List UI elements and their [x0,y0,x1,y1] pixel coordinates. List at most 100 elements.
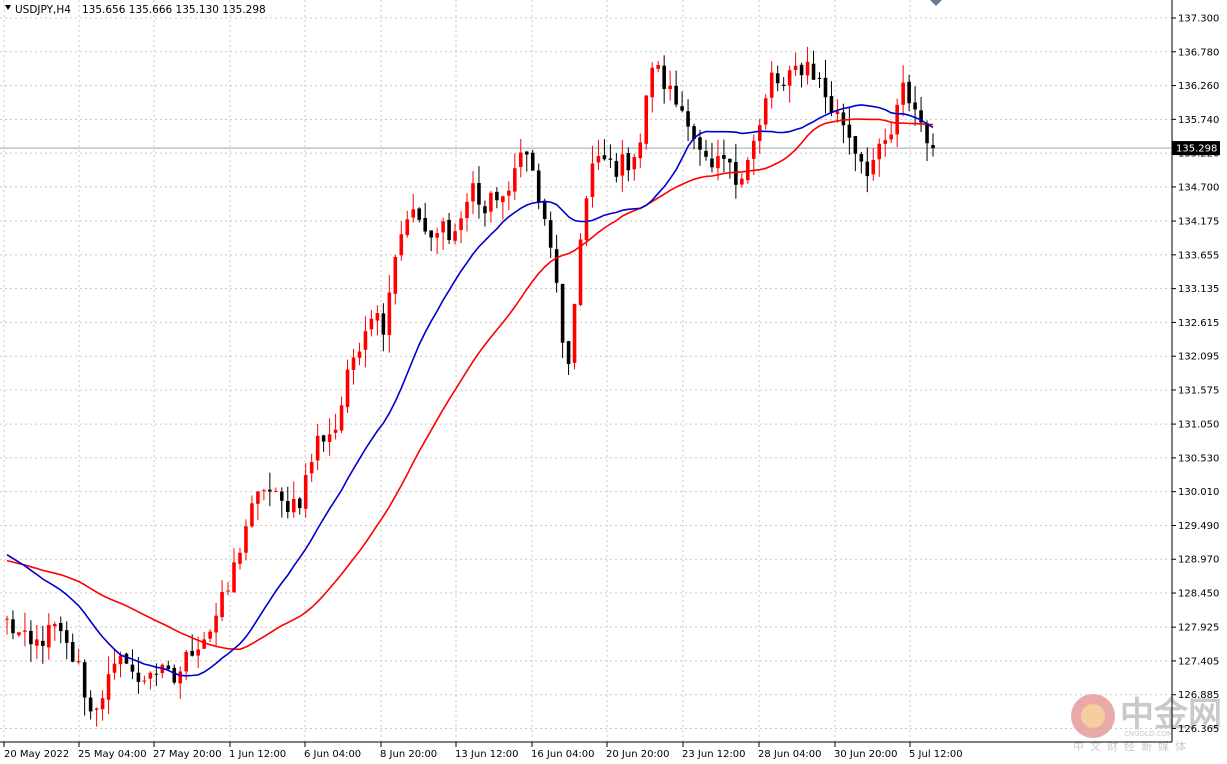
candle-body [393,256,398,294]
candle [901,65,905,117]
candle [285,486,290,519]
candle [435,227,439,254]
candle-body [507,190,511,196]
candle [381,303,386,352]
candle [76,648,81,665]
candle [817,72,822,89]
price-tick-label: 130.530 [1178,453,1219,464]
candle-body [602,155,607,160]
candle [680,91,684,113]
candle [674,70,678,108]
watermark-domain: CNGOLD.COM [1124,730,1173,738]
candle-body [142,680,147,682]
watermark-tagline: 中文财经新媒体 [1073,739,1192,753]
candle [740,173,744,188]
candle-body [590,163,595,197]
candle-body [274,490,278,492]
candle [602,139,607,161]
time-tick-label: 6 Jun 04:00 [304,749,361,760]
candle [29,620,33,662]
candle [799,62,804,88]
candle [357,342,362,366]
candle [280,487,284,518]
candle-body [387,292,392,336]
candle [513,153,517,200]
candle-body [787,70,792,86]
candle-body [698,137,702,150]
candle [118,651,123,678]
candle [106,656,111,715]
candle-body [817,77,822,79]
candle [375,305,380,336]
candle-body [5,618,9,620]
candle [405,210,410,238]
symbol-dropdown-icon[interactable] [5,5,11,10]
candle-body [847,124,852,138]
candle-body [441,221,445,233]
candle-body [692,126,696,139]
time-tick-label: 20 May 2022 [4,749,69,760]
time-tick-label: 28 Jun 04:00 [758,749,822,760]
time-tick-label: 1 Jun 12:00 [229,749,286,760]
candle-body [925,123,929,144]
candle [554,234,559,293]
candle-body [405,219,410,236]
candle-body [931,144,935,149]
candle [262,488,266,501]
chart-shift-marker-icon[interactable] [930,0,942,6]
candle [751,134,756,176]
candle-body [226,590,230,592]
candle-body [297,498,302,509]
candle-body [303,474,308,509]
candle-body [799,64,804,76]
price-tick-label: 127.405 [1178,656,1219,667]
candle [626,147,631,182]
candle-body [262,490,266,492]
candle-body [250,503,254,527]
candle [913,86,917,126]
price-tick-label: 130.010 [1178,487,1219,498]
candle-body [895,104,899,135]
candle-body [740,178,744,185]
candle [560,283,565,359]
candle-body [554,249,559,283]
candle [859,151,864,174]
candle [5,615,9,635]
candle-body [315,435,320,461]
candle-body [530,152,535,171]
candle-body [751,140,756,159]
candle [35,625,39,659]
candle [100,690,105,721]
candle-body [841,112,846,126]
price-tick-label: 134.175 [1178,217,1219,228]
chart-header: USDJPY,H4 135.656 135.666 135.130 135.29… [5,4,266,16]
candle [250,495,254,528]
candle-body [130,664,135,672]
candle [303,463,308,518]
candle [919,96,923,132]
candle [339,396,344,434]
candle-body [363,331,368,350]
candle [823,59,828,114]
candle-body [913,102,917,110]
candle-body [429,230,433,238]
candle [811,50,816,80]
candle-body [357,351,362,358]
candle-body [256,491,260,504]
candle-body [608,158,613,160]
candle [88,690,93,720]
candle-body [453,231,457,241]
candle [345,359,350,413]
candle [710,142,714,173]
candle-body [178,671,183,684]
time-axis[interactable]: 20 May 2022 25 May 04:00 27 May 20:00 1 Jun… [3,742,963,760]
time-tick-label: 27 May 20:00 [153,749,222,760]
candle [841,103,846,144]
candle-body [232,562,236,593]
candle [387,274,392,353]
candle-body [626,153,631,171]
candle-body [853,136,858,154]
candle [787,65,792,103]
price-axis[interactable]: 137.300136.780136.260135.740135.220134.7… [1172,14,1219,736]
